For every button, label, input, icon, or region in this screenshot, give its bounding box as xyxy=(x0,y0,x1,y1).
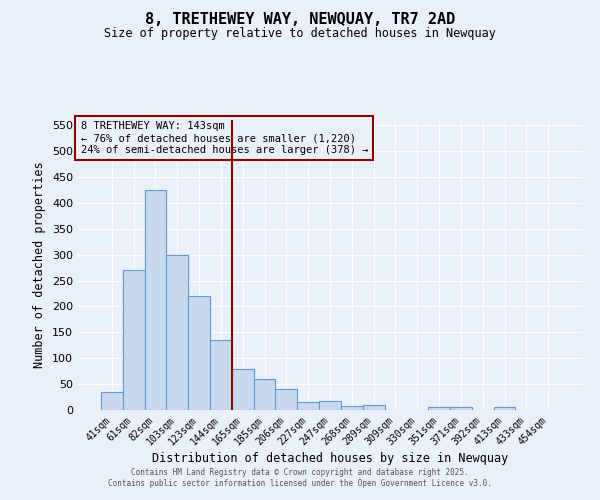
Bar xyxy=(232,368,254,410)
Bar xyxy=(363,405,385,410)
X-axis label: Distribution of detached houses by size in Newquay: Distribution of detached houses by size … xyxy=(152,452,508,466)
Bar xyxy=(254,379,275,410)
Bar xyxy=(275,390,297,410)
Bar xyxy=(145,190,166,410)
Bar xyxy=(341,406,363,410)
Text: Contains HM Land Registry data © Crown copyright and database right 2025.
Contai: Contains HM Land Registry data © Crown c… xyxy=(108,468,492,487)
Bar xyxy=(494,408,515,410)
Bar xyxy=(297,402,319,410)
Text: Size of property relative to detached houses in Newquay: Size of property relative to detached ho… xyxy=(104,28,496,40)
Bar xyxy=(166,254,188,410)
Text: 8, TRETHEWEY WAY, NEWQUAY, TR7 2AD: 8, TRETHEWEY WAY, NEWQUAY, TR7 2AD xyxy=(145,12,455,28)
Bar xyxy=(101,392,123,410)
Bar xyxy=(319,401,341,410)
Bar xyxy=(123,270,145,410)
Bar xyxy=(188,296,210,410)
Bar xyxy=(450,408,472,410)
Bar xyxy=(428,408,450,410)
Y-axis label: Number of detached properties: Number of detached properties xyxy=(34,162,46,368)
Text: 8 TRETHEWEY WAY: 143sqm
← 76% of detached houses are smaller (1,220)
24% of semi: 8 TRETHEWEY WAY: 143sqm ← 76% of detache… xyxy=(80,122,368,154)
Bar xyxy=(210,340,232,410)
